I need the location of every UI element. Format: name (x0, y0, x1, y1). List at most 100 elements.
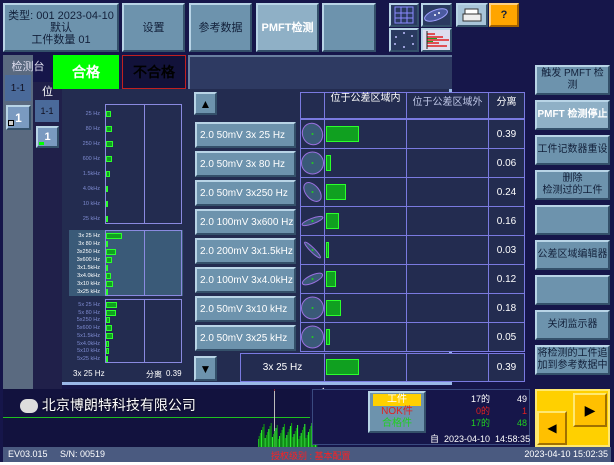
mini-label: 5x 25 Hz (78, 302, 100, 308)
side-button-6[interactable] (535, 275, 610, 305)
out-tolerance-cell (406, 264, 489, 294)
out-tolerance-cell (406, 148, 489, 178)
parts-of: 17的 (470, 394, 490, 404)
harmonic-row-button[interactable]: 2.0 50mV 3x10 kHz (195, 296, 296, 322)
position-button[interactable]: 1 (36, 126, 59, 148)
ok-of: 17的 (470, 418, 490, 428)
summary-bar (326, 359, 359, 375)
points-circle-icon[interactable] (389, 28, 419, 52)
side-button-5[interactable]: 公差区域编辑器 (535, 240, 610, 270)
pmft-test-button[interactable]: PMFT检测 (256, 3, 319, 52)
summary-in-tolerance (324, 353, 407, 382)
scroll-up-button[interactable]: ▲ (194, 92, 217, 115)
selected-group-highlight (69, 230, 183, 296)
side-button-3[interactable]: 删除 检测过的工件 (535, 170, 610, 200)
mini-bar (106, 233, 122, 239)
prev-button[interactable]: ◀ (537, 411, 567, 445)
harmonic-row-button[interactable]: 2.0 100mV 3x4.0kHz (195, 267, 296, 293)
nok-of: 0的 (475, 406, 490, 416)
mini-label: 1.5kHz (82, 171, 100, 177)
ellipse-scatter-icon[interactable] (421, 3, 452, 27)
main-panel-top (188, 55, 452, 89)
mini-label: 5x4.0kHz (77, 340, 100, 347)
mini-bar (106, 156, 113, 162)
histogram-icon[interactable] (421, 28, 452, 52)
mini-bar (106, 332, 113, 339)
separation-value: 0.16 (488, 206, 525, 236)
in-tolerance-cell (324, 264, 407, 294)
separation-value: 0.39 (488, 119, 525, 149)
mini-label: 250 Hz (82, 141, 100, 147)
separation-value: 0.06 (488, 148, 525, 178)
mini-bar (106, 340, 109, 347)
ellipse-cell (300, 264, 325, 294)
type-info-button[interactable]: 类型: 001 2023-04-10 默认 工件数量 01 (3, 3, 119, 52)
side-button-0[interactable]: 触发 PMFT 检测 (535, 65, 610, 95)
harmonic-row-button[interactable]: 2.0 50mV 3x25 kHz (195, 325, 296, 351)
ellipse-cell (300, 322, 325, 352)
mini-bar (106, 111, 111, 117)
counter-button[interactable]: 工件 NOK件 合格件 (368, 391, 426, 433)
ellipse-cell (300, 206, 325, 236)
ellipse-cell (300, 235, 325, 265)
ok-label: 合格件 (382, 418, 412, 429)
station-tab[interactable]: 1-1 (5, 75, 31, 101)
harmonic-row-button[interactable]: 2.0 50mV 3x 80 Hz (195, 151, 296, 177)
harmonic-row-button[interactable]: 2.0 50mV 3x250 Hz (195, 180, 296, 206)
in-tolerance-bar (326, 242, 329, 258)
mini-bar (106, 216, 108, 222)
in-tolerance-bar (326, 155, 332, 171)
in-tolerance-bar (326, 184, 347, 200)
station-title: 检测台 (11, 61, 45, 73)
trend-chart (3, 389, 318, 447)
side-button-8[interactable]: 将检测的工件追 加到参考数据中 (535, 345, 610, 375)
counts: 49 1 48 (505, 393, 527, 429)
mini-label: 5x1.5kHz (77, 332, 100, 339)
mini-label: 3x 80 Hz (78, 241, 100, 247)
parts-count: 49 (516, 394, 527, 404)
out-tolerance-cell (406, 293, 489, 323)
harmonic-row-button[interactable]: 2.0 200mV 3x1.5kHz (195, 238, 296, 264)
separation-value: 0.12 (488, 264, 525, 294)
nav-panel: ▶ ◀ (535, 389, 610, 447)
mini-label: 5x25 kHz (77, 355, 100, 362)
station-button[interactable]: 1 (6, 105, 31, 130)
print-button[interactable] (456, 3, 488, 27)
mini-label: 80 Hz (85, 126, 100, 132)
position-tab[interactable]: 1-1 (35, 100, 59, 122)
side-button-2[interactable]: 工件记数器重设 (535, 135, 610, 165)
side-button-4[interactable] (535, 205, 610, 235)
harmonic-row-button[interactable]: 2.0 100mV 3x600 Hz (195, 209, 296, 235)
mini-chart-group3 (105, 230, 182, 296)
out-tolerance-cell (406, 177, 489, 207)
nok-indicator: 不合格 (122, 55, 186, 89)
out-tolerance-cell (406, 235, 489, 265)
help-button[interactable]: ? (489, 3, 519, 27)
grid-icon[interactable] (389, 3, 419, 27)
mini-bar (106, 325, 112, 332)
next-button[interactable]: ▶ (573, 393, 607, 427)
scroll-down-button[interactable]: ▼ (194, 356, 217, 381)
mini-bar (106, 265, 108, 271)
blank-button[interactable] (322, 3, 376, 52)
in-tolerance-bar (326, 126, 359, 142)
trend-cursor[interactable] (274, 391, 275, 447)
mini-label: 5x250 Hz (76, 317, 100, 324)
side-button-1[interactable]: PMFT 检测停止 (535, 100, 610, 130)
mini-bar (106, 249, 116, 255)
ellipse-cell (300, 177, 325, 207)
settings-button[interactable]: 设置 (122, 3, 185, 52)
mini-bar (106, 201, 108, 207)
separation-value: 0.03 (488, 235, 525, 265)
status-datetime: 2023-04-10 15:02:35 (524, 449, 608, 459)
harmonic-row-button[interactable]: 2.0 50mV 3x 25 Hz (195, 122, 296, 148)
side-button-7[interactable]: 关闭监示器 (535, 310, 610, 340)
reference-data-button[interactable]: 参考数据 (189, 3, 252, 52)
mini-label: 4.0kHz (82, 186, 100, 192)
type-line: 类型: 001 2023-04-10 (8, 9, 114, 22)
mini-label: 3x600 Hz (76, 257, 100, 263)
mini-label: 3x250 Hz (76, 249, 100, 255)
wechat-icon (20, 399, 38, 414)
mini-label: 3x10 kHz (77, 281, 100, 287)
